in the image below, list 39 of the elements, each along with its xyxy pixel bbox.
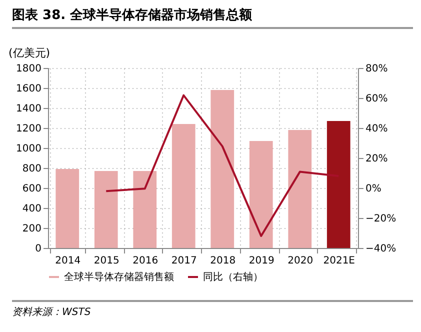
bar xyxy=(94,171,118,248)
bar xyxy=(288,130,312,248)
x-tick-label: 2017 xyxy=(171,256,197,266)
x-tick-label: 2021E xyxy=(323,256,356,266)
y-tick-label: 400 xyxy=(22,204,42,214)
x-tick-label: 2016 xyxy=(132,256,158,266)
y2-tick-label: −20% xyxy=(366,214,396,224)
x-tick-label: 2014 xyxy=(55,256,81,266)
y2-tick-label: 0% xyxy=(366,184,382,194)
y2-tick-label: 40% xyxy=(366,124,388,134)
x-tick-label: 2020 xyxy=(288,256,314,266)
bar xyxy=(56,169,80,248)
y-axis-title: (亿美元) xyxy=(8,46,50,60)
text: 资料来源：WSTS xyxy=(12,300,413,319)
bar xyxy=(133,171,157,248)
legend-label: 全球半导体存储器销售额 xyxy=(64,271,174,283)
bar xyxy=(172,124,196,248)
y-tick-label: 1200 xyxy=(16,124,42,134)
x-tick-label: 2015 xyxy=(94,256,120,266)
y-tick-label: 600 xyxy=(22,184,42,194)
chart-title: 图表 38. 全球半导体存储器市场销售总额 xyxy=(12,6,413,29)
x-tick-label: 2018 xyxy=(210,256,236,266)
y-tick-label: 1400 xyxy=(16,104,42,114)
line-series xyxy=(105,94,340,237)
bar xyxy=(249,141,273,248)
y-tick-label: 1800 xyxy=(16,64,42,74)
y-tick-label: 200 xyxy=(22,224,42,234)
bar xyxy=(210,90,234,248)
y2-tick-label: 80% xyxy=(366,64,388,74)
y-tick-label: 1000 xyxy=(16,144,42,154)
y2-tick-label: 60% xyxy=(366,94,388,104)
legend-label: 同比（右轴） xyxy=(203,271,263,283)
y2-tick-label: −40% xyxy=(366,244,396,254)
y-tick-label: 0 xyxy=(35,244,42,254)
y2-tick-label: 20% xyxy=(366,154,388,164)
bar xyxy=(326,121,350,248)
y-tick-label: 800 xyxy=(22,164,42,174)
y-tick-label: 1600 xyxy=(16,84,42,94)
x-tick-label: 2019 xyxy=(248,256,274,266)
